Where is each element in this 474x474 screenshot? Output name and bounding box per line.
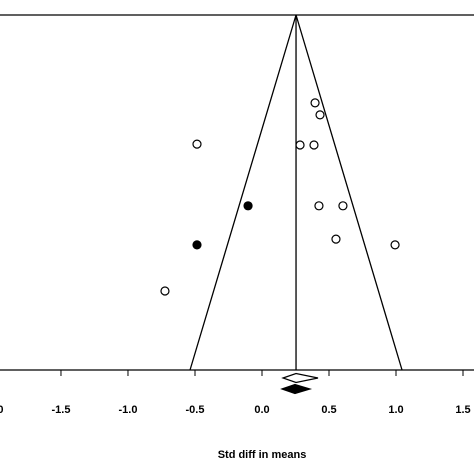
x-axis-label: Std diff in means — [218, 449, 307, 461]
study-point — [310, 98, 320, 108]
study-point — [314, 201, 324, 211]
x-tick-label: -1.5 — [51, 404, 70, 416]
study-point — [160, 286, 170, 296]
study-point — [331, 234, 341, 244]
study-point — [309, 140, 319, 150]
study-point — [390, 240, 400, 250]
funnel-upper — [295, 14, 403, 371]
x-tick-label: 0.0 — [254, 404, 269, 416]
study-point — [243, 201, 253, 211]
study-point — [192, 240, 202, 250]
x-tick-label: 1.0 — [388, 404, 403, 416]
x-tick-label: 1.5 — [455, 404, 470, 416]
funnel-lower — [189, 14, 297, 371]
x-tick-label: 0.5 — [321, 404, 336, 416]
study-point — [295, 140, 305, 150]
study-point — [192, 139, 202, 149]
x-tick-label: -2.0 — [0, 404, 3, 416]
study-point — [315, 110, 325, 120]
study-point — [338, 201, 348, 211]
summary-diamond — [280, 383, 313, 395]
x-tick-label: -0.5 — [186, 404, 205, 416]
x-tick-label: -1.0 — [118, 404, 137, 416]
summary-diamond — [281, 372, 319, 384]
